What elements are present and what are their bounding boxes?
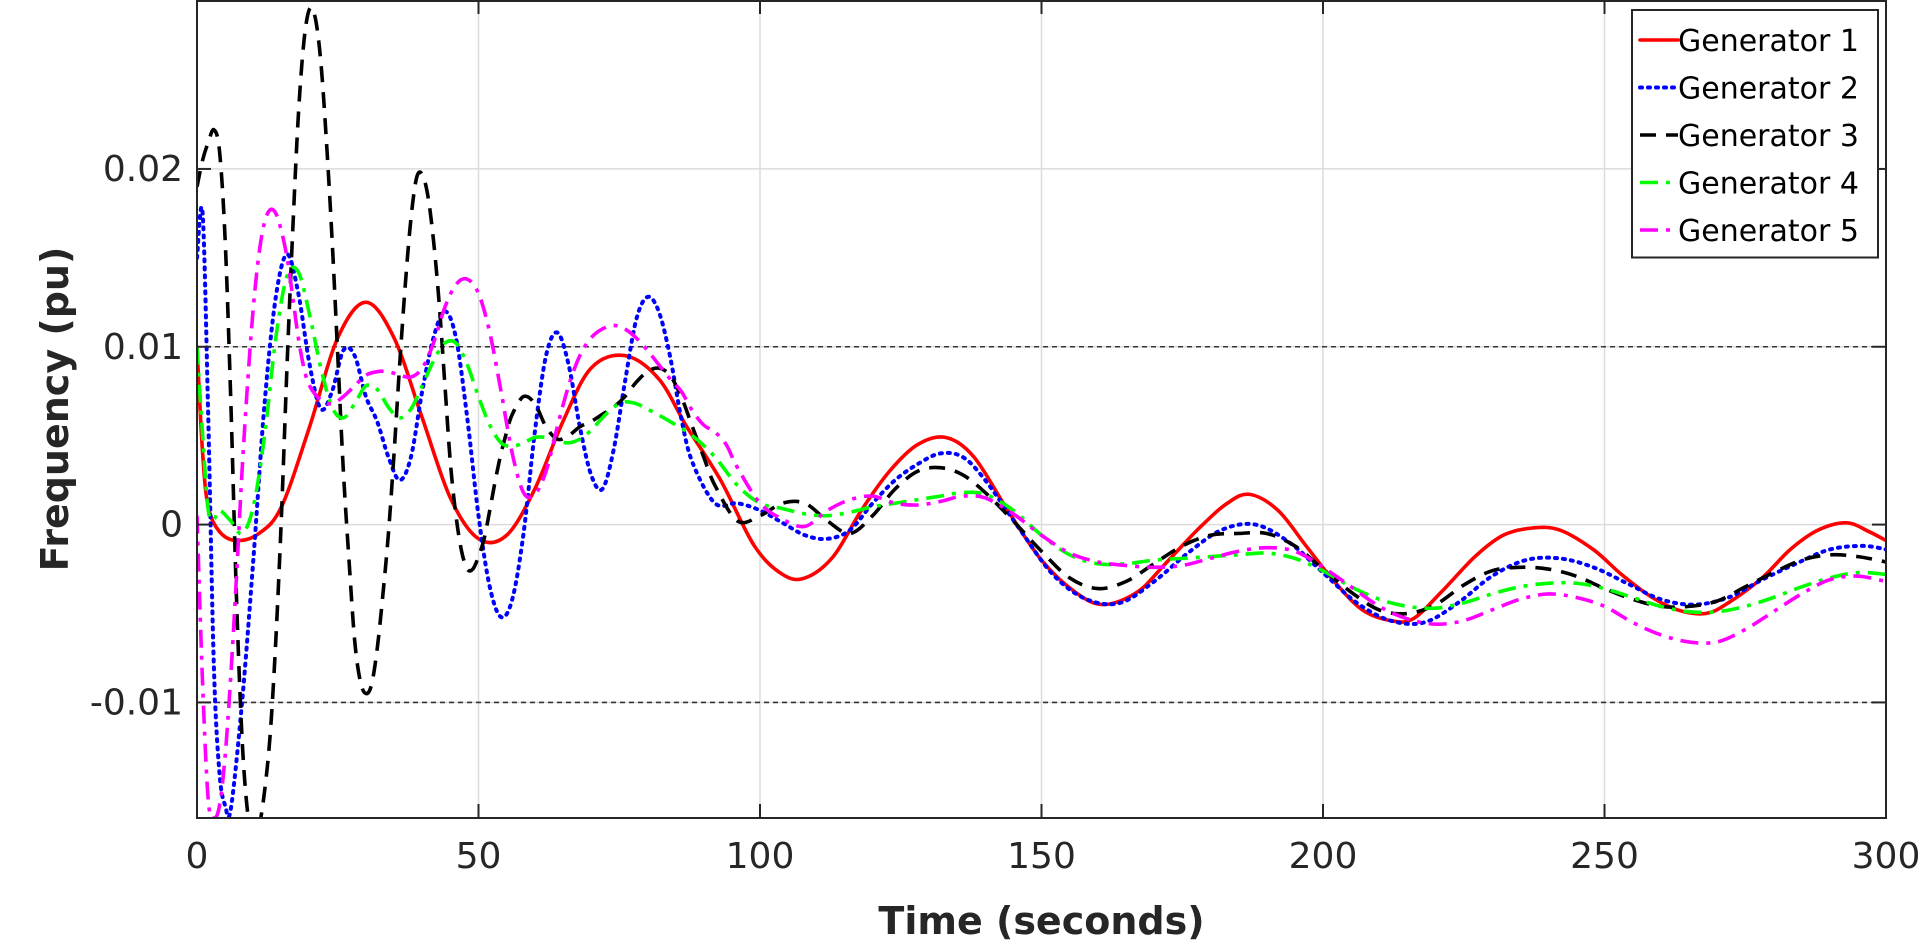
x-tick-label: 250: [1570, 836, 1639, 877]
series-line-generator-5: [197, 207, 1886, 818]
legend-label-generator-1: Generator 1: [1678, 24, 1859, 59]
y-tick-label: -0.01: [90, 682, 183, 723]
x-tick-label: 200: [1289, 836, 1358, 877]
reference-lines: [197, 345, 1886, 704]
x-tick-label: 50: [456, 836, 502, 877]
x-tick-label: 300: [1852, 836, 1920, 877]
y-tick-label: 0.01: [103, 327, 183, 368]
y-axis-ticks: -0.01 0 0.01 0.02: [90, 149, 1886, 723]
legend: Generator 1 Generator 2 Generator 3 Generat…: [1631, 9, 1879, 259]
series-group: [197, 5, 1886, 818]
legend-label-generator-3: Generator 3: [1678, 119, 1859, 154]
legend-label-generator-4: Generator 4: [1678, 167, 1859, 202]
x-axis-label: Time (seconds): [878, 899, 1204, 943]
plot-area: [197, 5, 1886, 818]
series-line-generator-2: [197, 205, 1886, 818]
series-line-generator-3: [197, 5, 1886, 818]
x-axis-ticks: 0 50 100 150 200 250 300: [186, 0, 1920, 877]
legend-label-generator-5: Generator 5: [1678, 214, 1859, 249]
series-line-generator-4: [197, 265, 1886, 615]
y-tick-label: 0: [160, 505, 183, 546]
y-tick-label: 0.02: [103, 149, 183, 190]
x-tick-label: 150: [1007, 836, 1076, 877]
x-tick-label: 0: [186, 836, 209, 877]
y-axis-label: Frequency (pu): [33, 247, 77, 572]
series-line-generator-1: [197, 300, 1886, 624]
x-tick-label: 100: [726, 836, 795, 877]
legend-label-generator-2: Generator 2: [1678, 72, 1859, 107]
